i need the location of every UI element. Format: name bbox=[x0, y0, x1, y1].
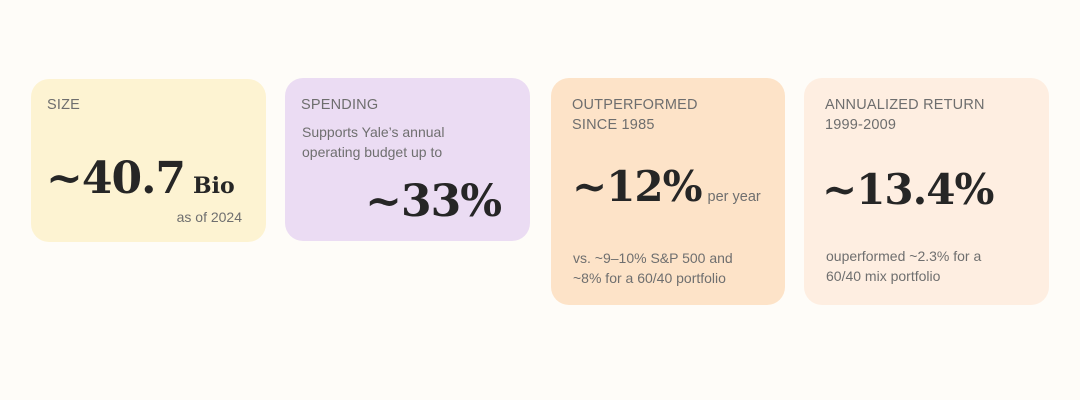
size-label: SIZE bbox=[47, 97, 81, 113]
outperformed-desc-line1: vs. ~9–10% S&P 500 and bbox=[573, 250, 733, 266]
outperformed-desc-line2: ~8% for a 60/40 portfolio bbox=[573, 270, 726, 286]
annualized-label-line2: 1999-2009 bbox=[825, 117, 897, 133]
outperformed-card: OUTPERFORMED SINCE 1985 ~12% per year vs.… bbox=[551, 78, 785, 305]
size-note: as of 2024 bbox=[176, 209, 242, 225]
spending-label: SPENDING bbox=[301, 97, 379, 113]
outperformed-label-line1: OUTPERFORMED bbox=[572, 97, 698, 113]
annualized-desc-line2: 60/40 mix portfolio bbox=[826, 268, 941, 284]
outperformed-number: ~12% bbox=[572, 162, 703, 211]
spending-card: SPENDING Supports Yale’s annual operatin… bbox=[285, 78, 530, 241]
size-value: ~40.7 Bio bbox=[46, 157, 235, 201]
spending-desc-line1: Supports Yale’s annual bbox=[302, 124, 445, 140]
size-number: ~40.7 bbox=[46, 153, 186, 204]
spending-desc-line2: operating budget up to bbox=[302, 144, 443, 160]
annualized-label-line1: ANNUALIZED RETURN bbox=[825, 97, 985, 113]
outperformed-value: ~12% per year bbox=[572, 166, 761, 208]
annualized-card: ANNUALIZED RETURN 1999-2009 ~13.4% ouper… bbox=[804, 78, 1049, 305]
annualized-value: ~13.4% bbox=[822, 165, 994, 214]
size-unit: Bio bbox=[193, 173, 235, 199]
outperformed-label-line2: SINCE 1985 bbox=[572, 117, 655, 133]
size-card: SIZE ~40.7 Bio as of 2024 bbox=[31, 79, 266, 242]
spending-value: ~33% bbox=[365, 176, 502, 227]
annualized-desc-line1: ouperformed ~2.3% for a bbox=[826, 248, 982, 264]
outperformed-unit: per year bbox=[707, 189, 761, 205]
